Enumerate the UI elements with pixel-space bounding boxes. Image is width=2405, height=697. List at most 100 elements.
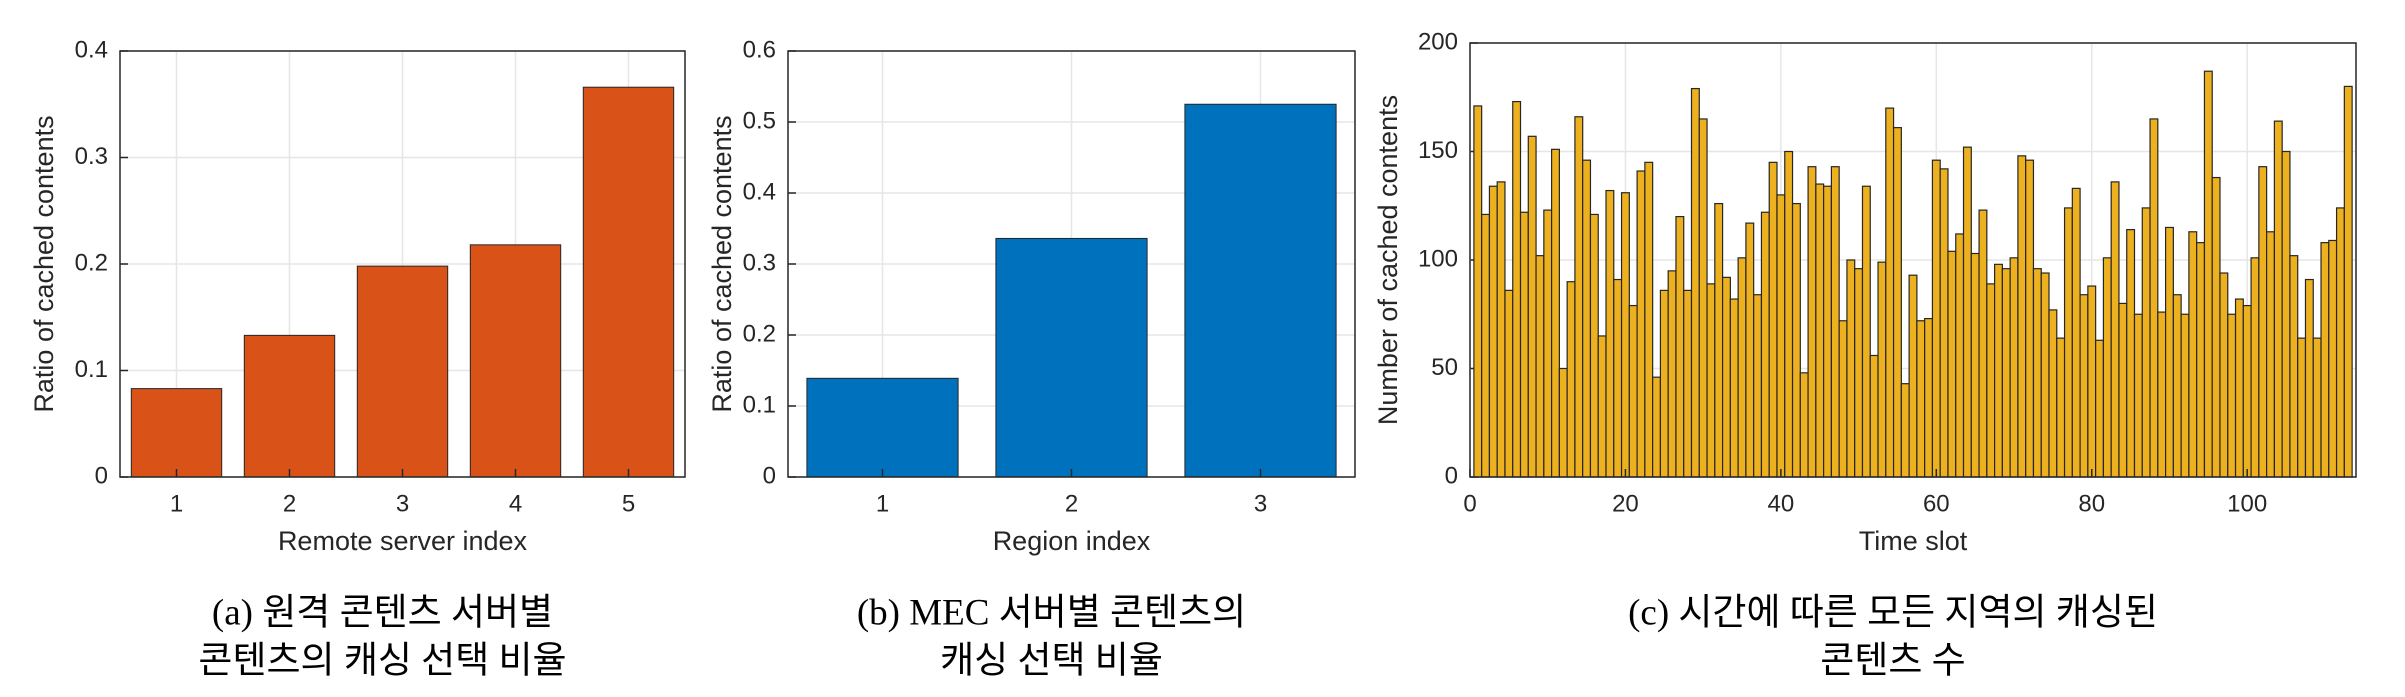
bar: [2063, 207, 2073, 478]
x-tick-label: 1: [170, 490, 183, 517]
bar: [1620, 192, 1630, 478]
x-tick-label: 3: [1254, 490, 1267, 517]
y-tick-label: 0.1: [75, 356, 108, 383]
bar: [2164, 226, 2174, 478]
bar: [1854, 268, 1864, 478]
bar: [1512, 100, 1522, 478]
bar: [2032, 268, 2042, 478]
bar: [2001, 268, 2011, 478]
bar: [1978, 209, 1988, 478]
bar: [2141, 207, 2151, 478]
bar: [2071, 187, 2081, 478]
bar: [1760, 211, 1770, 478]
y-tick-label: 0: [95, 462, 108, 489]
caption: (b) MEC 서버별 콘텐츠의: [857, 592, 1246, 633]
x-tick-label: 2: [1065, 490, 1078, 517]
y-tick-label: 0: [1445, 462, 1458, 489]
x-tick-label: 3: [396, 490, 409, 517]
caption: (c) 시간에 따른 모든 지역의 캐싱된: [1628, 592, 2158, 633]
bar: [2343, 85, 2353, 478]
y-tick-label: 0: [763, 462, 776, 489]
bar: [1636, 170, 1646, 478]
bar: [1892, 127, 1902, 478]
y-axis-label: Number of cached contents: [1373, 95, 1403, 425]
bar: [1791, 202, 1801, 478]
bar: [1698, 118, 1708, 478]
bar: [2289, 255, 2299, 478]
y-tick-label: 150: [1418, 137, 1458, 164]
bar: [1846, 259, 1856, 478]
bar: [806, 377, 959, 478]
bar: [1574, 116, 1584, 478]
caption: (a) 원격 콘텐츠 서버별: [212, 592, 553, 633]
bar: [1729, 298, 1739, 478]
x-axis-label: Remote server index: [278, 526, 528, 556]
bar: [2219, 272, 2229, 478]
bar: [1830, 166, 1840, 478]
y-tick-label: 0.6: [743, 36, 776, 63]
bar: [2196, 242, 2206, 478]
bar: [2009, 257, 2019, 478]
bar: [2304, 278, 2314, 478]
y-tick-label: 0.4: [743, 178, 776, 205]
bar: [243, 334, 336, 478]
bar: [1714, 202, 1724, 478]
bar: [1947, 250, 1957, 478]
bar: [356, 265, 449, 478]
bar: [1900, 383, 1910, 478]
bar: [2149, 118, 2159, 478]
x-axis-label: Time slot: [1859, 526, 1968, 556]
bar: [1473, 105, 1483, 478]
bar: [1776, 194, 1786, 478]
bar: [130, 388, 223, 478]
bar: [2297, 337, 2307, 478]
bar: [1939, 168, 1949, 478]
x-tick-label: 2: [283, 490, 296, 517]
x-tick-label: 1: [876, 490, 889, 517]
bar: [2157, 311, 2167, 478]
bar: [995, 237, 1148, 478]
bar: [1784, 150, 1794, 478]
bar: [1799, 372, 1809, 478]
bar: [2172, 294, 2182, 478]
bar: [1543, 209, 1553, 478]
y-tick-label: 50: [1431, 354, 1458, 381]
bar: [1970, 252, 1980, 478]
bar: [2056, 337, 2066, 478]
y-tick-label: 0.5: [743, 107, 776, 134]
bar: [1838, 320, 1848, 478]
bar: [2025, 159, 2035, 478]
bar: [2087, 285, 2097, 478]
x-tick-label: 20: [1612, 490, 1639, 517]
bar: [2250, 257, 2260, 478]
bar: [2102, 257, 2112, 478]
bar: [1597, 335, 1607, 478]
bar: [1605, 189, 1615, 478]
bar: [1962, 146, 1972, 478]
bar: [2234, 298, 2244, 478]
bar: [1861, 185, 1871, 478]
bar: [1566, 281, 1576, 478]
bar: [1504, 289, 1514, 478]
bar: [1706, 283, 1716, 478]
bar: [1659, 289, 1669, 478]
bar: [2118, 302, 2128, 478]
bar: [1924, 317, 1934, 478]
bar: [1527, 135, 1537, 478]
bar: [1931, 159, 1941, 478]
bar: [2079, 294, 2089, 478]
bar: [2203, 70, 2213, 478]
plot-frame: [1469, 42, 2357, 478]
y-tick-label: 100: [1418, 245, 1458, 272]
y-axis-label: Ratio of cached contents: [29, 115, 59, 412]
bar: [2110, 181, 2120, 478]
bar: [1675, 216, 1685, 478]
bar: [2281, 150, 2291, 478]
bar: [1916, 320, 1926, 478]
bar: [1589, 213, 1599, 478]
bar: [1535, 255, 1545, 478]
bar: [2188, 231, 2198, 478]
bar: [1807, 166, 1817, 478]
